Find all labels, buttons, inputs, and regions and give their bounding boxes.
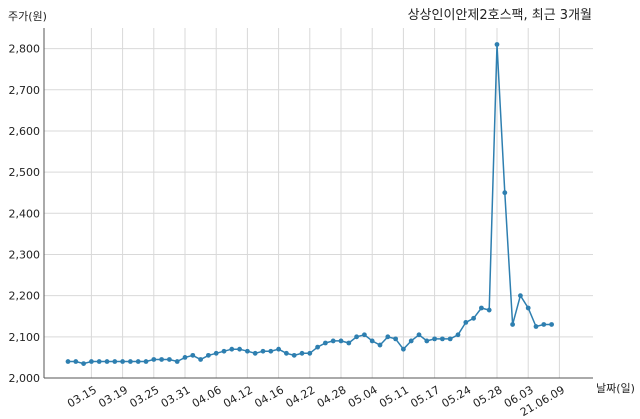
- data-point: [338, 338, 344, 344]
- x-tick-label: 05.24: [440, 383, 474, 410]
- data-point: [455, 332, 461, 338]
- data-point: [541, 322, 547, 327]
- data-point: [447, 336, 453, 342]
- data-point: [330, 338, 336, 344]
- data-point: [385, 334, 391, 340]
- data-point: [151, 357, 157, 362]
- x-tick-label: 04.12: [221, 383, 255, 410]
- data-point: [502, 190, 508, 196]
- data-point: [369, 338, 375, 344]
- y-tick-label: 2,500: [9, 166, 41, 179]
- data-point: [291, 352, 297, 358]
- data-point: [143, 359, 149, 364]
- y-tick-label: 2,100: [9, 331, 41, 344]
- data-point: [206, 352, 211, 358]
- y-tick-label: 2,700: [9, 84, 41, 97]
- x-tick-label: 03.31: [159, 383, 193, 410]
- x-tick-labels: 03.1503.1903.2503.3104.0604.1204.1604.22…: [65, 383, 567, 419]
- y-tick-label: 2,600: [9, 125, 41, 138]
- y-axis-label: 주가(원): [8, 10, 47, 23]
- x-axis-label: 날짜(일): [596, 381, 635, 395]
- data-point: [167, 357, 172, 362]
- data-point: [533, 324, 539, 329]
- data-point: [510, 322, 515, 327]
- data-point: [299, 350, 305, 356]
- data-point: [518, 293, 523, 299]
- x-tick-label: 03.15: [65, 383, 99, 410]
- data-point: [424, 338, 430, 344]
- y-tick-label: 2,000: [9, 372, 41, 385]
- data-point: [362, 332, 367, 338]
- data-point: [127, 359, 133, 364]
- x-tick-label: 04.28: [315, 383, 349, 410]
- axes: [43, 28, 593, 379]
- data-point: [416, 332, 422, 338]
- x-tick-label: 05.04: [346, 383, 380, 410]
- data-point: [221, 348, 227, 354]
- data-point: [463, 320, 469, 325]
- data-point: [315, 344, 320, 350]
- data-point: [549, 322, 554, 327]
- x-tick-label: 05.17: [408, 383, 442, 410]
- data-point: [323, 340, 328, 346]
- x-tick-label: 04.16: [252, 383, 286, 410]
- data-point: [494, 42, 500, 47]
- data-point: [89, 359, 94, 364]
- data-point: [135, 359, 141, 364]
- y-tick-label: 2,200: [9, 290, 41, 303]
- data-point: [354, 334, 359, 340]
- data-point: [401, 346, 406, 352]
- data-point: [237, 346, 243, 352]
- y-tick-label: 2,300: [9, 248, 41, 261]
- y-tick-label: 2,400: [9, 207, 41, 220]
- data-point: [174, 359, 180, 364]
- price-series: [65, 42, 554, 366]
- data-point: [182, 355, 188, 360]
- data-point: [198, 357, 204, 362]
- data-point: [213, 350, 219, 356]
- chart-title: 상상인이안제2호스팩, 최근 3개월: [408, 8, 592, 23]
- data-point: [393, 336, 398, 342]
- y-tick-labels: 2,000 2,100 2,200 2,300 2,400 2,500 2,600 2,700…: [9, 43, 41, 385]
- x-tick-label: 04.06: [190, 383, 224, 410]
- data-point: [346, 340, 352, 346]
- data-point: [81, 361, 86, 366]
- data-point: [252, 350, 258, 356]
- data-point: [471, 315, 476, 321]
- x-tick-label: 05.28: [471, 383, 505, 410]
- data-point: [73, 359, 79, 364]
- data-point: [190, 352, 196, 358]
- y-tick-label: 2,800: [9, 43, 41, 56]
- x-tick-label: 03.19: [96, 383, 130, 410]
- x-tick-label: 03.25: [128, 383, 162, 410]
- x-tick-label: 05.11: [377, 383, 411, 410]
- data-point: [260, 348, 266, 354]
- grid-lines: [44, 28, 593, 378]
- data-point: [486, 307, 492, 313]
- data-point: [432, 336, 437, 342]
- x-tick-label: 04.22: [284, 383, 318, 410]
- data-point: [276, 346, 281, 352]
- data-point: [268, 348, 274, 354]
- data-point: [245, 348, 250, 354]
- data-point: [159, 357, 165, 362]
- data-point: [408, 338, 414, 344]
- data-point: [96, 359, 102, 364]
- data-point: [307, 350, 313, 356]
- data-point: [479, 305, 484, 311]
- data-point: [377, 342, 383, 348]
- data-point: [104, 359, 110, 364]
- data-point: [440, 336, 445, 342]
- data-point: [65, 359, 71, 364]
- data-point: [525, 305, 531, 311]
- data-point: [284, 350, 289, 356]
- data-point: [120, 359, 125, 364]
- data-point: [229, 346, 235, 352]
- data-point: [112, 359, 118, 364]
